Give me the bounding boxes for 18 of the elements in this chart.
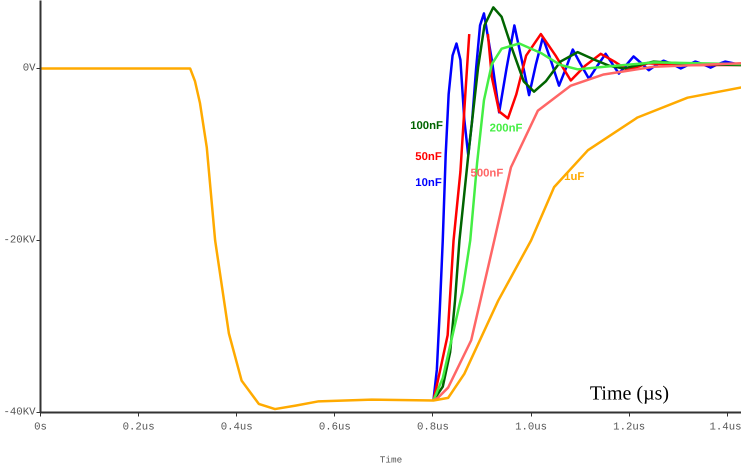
y-tick-label: -40KV	[4, 406, 36, 418]
x-tick-label: 0s	[34, 422, 47, 434]
line-series	[40, 67, 741, 410]
annotation: Time (µs)	[590, 382, 670, 404]
text: 100nF	[410, 120, 444, 132]
series-label: 200nF	[490, 122, 522, 135]
x-tick-label: 0.2us	[122, 422, 155, 434]
x-tick-label: 1.0us	[515, 422, 548, 434]
x-tick-label: 1.2us	[613, 422, 646, 434]
x-tick-label: 0.4us	[220, 422, 253, 434]
y-tick-label: 0V	[22, 62, 36, 74]
x-tick-label: 0.6us	[318, 422, 351, 434]
x-tick-label: 1.4us	[710, 422, 741, 434]
series-label: 50nF	[415, 151, 442, 164]
series-label: 10nF	[415, 176, 442, 189]
y-tick-label: -20KV	[4, 234, 36, 246]
x-axis-title: Time	[380, 454, 402, 466]
x-tick-label: 0.8us	[416, 422, 449, 434]
